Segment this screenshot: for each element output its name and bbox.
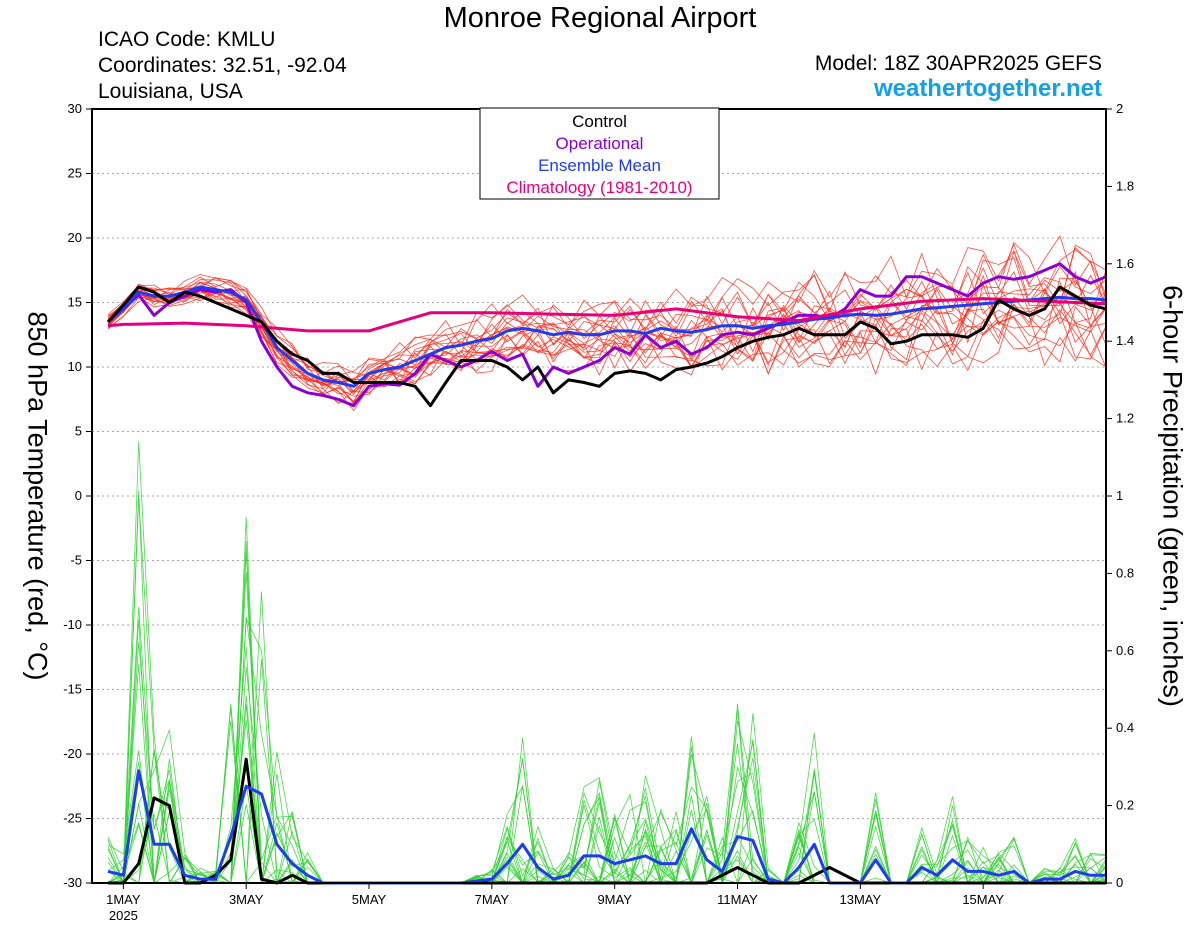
- y2-tick-label: 0.2: [1116, 798, 1134, 813]
- axes: 302520151050-5-10-15-20-25-3021.81.61.41…: [63, 101, 1134, 923]
- legend-entry: Ensemble Mean: [538, 156, 661, 175]
- y2-tick-label: 1.4: [1116, 333, 1134, 348]
- y-tick-label: 5: [75, 424, 82, 439]
- icao-code: ICAO Code: KMLU: [98, 28, 276, 51]
- y-tick-label: -20: [63, 746, 82, 761]
- y2-tick-label: 1: [1116, 488, 1123, 503]
- chart-title: Monroe Regional Airport: [443, 2, 757, 34]
- temp-member-line: [107, 244, 1107, 384]
- y-tick-label: 20: [68, 230, 82, 245]
- temp-line-control: [106, 285, 1107, 408]
- precip-member-line: [108, 490, 1107, 884]
- legend-entry: Operational: [556, 134, 644, 153]
- legend: Control Operational Ensemble Mean Climatolo…: [479, 107, 720, 200]
- x-tick-sublabel: 2025: [109, 908, 138, 923]
- temp-line-climatology-1981-2010-: [107, 297, 1107, 333]
- legend-entry: Control: [572, 112, 627, 131]
- temp-member-line: [107, 286, 1107, 402]
- model-run: Model: 18Z 30APR2025 GEFS: [814, 52, 1102, 75]
- y2-tick-label: 0.8: [1116, 565, 1134, 580]
- y-tick-label: -25: [63, 811, 82, 826]
- temp-member-line: [107, 287, 1107, 404]
- x-tick-label: 9MAY: [597, 892, 632, 907]
- x-tick-label: 3MAY: [229, 892, 264, 907]
- y-tick-label: 0: [75, 488, 82, 503]
- y-tick-label: -5: [70, 553, 82, 568]
- y2-tick-label: 1.2: [1116, 411, 1134, 426]
- y-tick-label: -15: [63, 682, 82, 697]
- precip-line-ensemble-mean: [107, 769, 1106, 885]
- coordinates: Coordinates: 32.51, -92.04: [98, 54, 347, 77]
- site-name[interactable]: weathertogether.net: [873, 75, 1102, 102]
- temp-member-line: [107, 293, 1107, 412]
- temp-line-operational: [107, 262, 1107, 408]
- y2-tick-label: 2: [1116, 101, 1123, 116]
- legend-entry: Climatology (1981-2010): [506, 178, 692, 197]
- y-tick-label: -30: [63, 875, 82, 890]
- legend-box: [479, 107, 720, 200]
- x-tick-label: 15MAY: [962, 892, 1004, 907]
- location: Louisiana, USA: [98, 80, 243, 103]
- temp-line-ensemble-mean: [107, 285, 1107, 388]
- x-tick-label: 13MAY: [840, 892, 882, 907]
- temp-member-line: [107, 235, 1107, 384]
- y2-tick-label: 1.8: [1116, 178, 1134, 193]
- precip-member-line: [107, 666, 1107, 884]
- precip-member-line: [107, 709, 1106, 885]
- x-tick-label: 1MAY: [106, 892, 141, 907]
- x-tick-label: 11MAY: [717, 892, 758, 907]
- y2-tick-label: 0.4: [1116, 720, 1134, 735]
- y-tick-label: -10: [63, 617, 82, 632]
- station-info: ICAO Code: KMLU Coordinates: 32.51, -92.…: [98, 27, 347, 105]
- y2-tick-label: 1.6: [1116, 256, 1134, 271]
- y2-tick-label: 0: [1116, 875, 1123, 890]
- y-tick-label: 10: [68, 359, 82, 374]
- y-tick-label: 25: [68, 166, 82, 181]
- y-tick-label: 15: [68, 295, 82, 310]
- x-tick-label: 7MAY: [475, 892, 510, 907]
- y-tick-label: 30: [68, 101, 82, 116]
- x-tick-label: 5MAY: [352, 892, 387, 907]
- y2-tick-label: 0.6: [1116, 643, 1134, 658]
- temp-member-line: [107, 249, 1107, 376]
